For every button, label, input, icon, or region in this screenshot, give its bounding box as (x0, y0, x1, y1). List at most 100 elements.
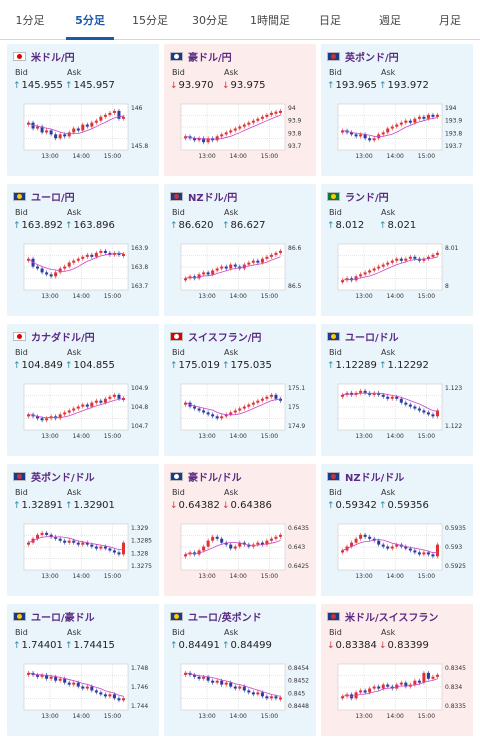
rate-card[interactable]: ユーロ/円 Bid Ask ↑163.892 ↑163.896 163.9 163.8 163… (7, 184, 159, 316)
ask-value: ↑193.972 (379, 80, 429, 91)
card-header: 英ポンド/円 (327, 49, 399, 64)
ask-value: ↑175.035 (222, 360, 272, 371)
x-tick-label: 15:00 (104, 713, 121, 720)
tab-4[interactable]: 1時間足 (250, 13, 290, 27)
candle (242, 406, 246, 409)
candle (121, 698, 125, 701)
y-tick-label: 0.8452 (288, 678, 309, 685)
rate-card[interactable]: スイスフラン/円 Bid Ask ↑175.019 ↑175.035 175.1 175 17… (164, 324, 316, 456)
candle (431, 254, 435, 257)
price-chart[interactable]: 104.9 104.8 104.7 13:00 14:00 15:00 (12, 378, 154, 451)
pair-name[interactable]: ユーロ/ドル (345, 332, 399, 344)
price-chart[interactable]: 1.748 1.746 1.744 13:00 14:00 15:00 (12, 658, 154, 731)
candle (81, 124, 85, 131)
price-chart[interactable]: 194 193.9 193.8 193.7 13:00 14:00 15:00 (326, 98, 468, 171)
candle (368, 392, 372, 395)
candle (431, 114, 435, 117)
y-tick-label: 8 (445, 283, 449, 290)
price-chart[interactable]: 0.5935 0.593 0.5925 13:00 14:00 15:00 (326, 518, 468, 591)
flag-icon (170, 331, 183, 341)
candle (206, 272, 210, 275)
rate-card[interactable]: ユーロ/豪ドル Bid Ask ↑1.74401 ↑1.74415 1.748 1.746 1… (7, 604, 159, 736)
candle (363, 134, 367, 139)
candle (103, 398, 107, 403)
pair-name[interactable]: 豪ドル/円 (188, 52, 232, 64)
pair-name[interactable]: 豪ドル/ドル (188, 472, 242, 484)
candle (197, 676, 201, 679)
candle (372, 392, 376, 395)
tab-7[interactable]: 月足 (439, 13, 461, 27)
price-chart[interactable]: 146 145.8 13:00 14:00 15:00 (12, 98, 154, 171)
tab-6[interactable]: 週足 (379, 13, 401, 27)
rate-card[interactable]: ランド/円 Bid Ask ↑8.012 ↑8.021 8.01 8 13:00 14:00 15… (321, 184, 473, 316)
candle (36, 534, 40, 539)
pair-name[interactable]: 英ポンド/ドル (31, 472, 95, 484)
candle (108, 548, 112, 551)
rate-card[interactable]: NZドル/ドル Bid Ask ↑0.59342 ↑0.59356 0.5935 0.593… (321, 464, 473, 596)
pair-name[interactable]: 米ドル/円 (31, 52, 75, 64)
arrow-up-icon: ↑ (13, 221, 21, 231)
ask-price: 86.627 (230, 220, 266, 231)
candle (103, 250, 107, 253)
bid-price: 145.955 (21, 80, 63, 91)
price-chart[interactable]: 94 93.9 93.8 93.7 13:00 14:00 15:00 (169, 98, 311, 171)
pair-name[interactable]: ランド/円 (345, 192, 389, 204)
candle (247, 404, 251, 407)
tab-0[interactable]: 1分足 (15, 13, 45, 27)
price-chart[interactable]: 0.8454 0.8452 0.845 0.8448 13:00 14:00 15:00 (169, 658, 311, 731)
price-chart[interactable]: 0.8345 0.834 0.8335 13:00 14:00 15:00 (326, 658, 468, 731)
rate-card[interactable]: NZドル/円 Bid Ask ↑86.620 ↑86.627 86.6 86.5 13:00 1… (164, 184, 316, 316)
pair-name[interactable]: 米ドル/スイスフラン (345, 612, 439, 624)
tab-2[interactable]: 15分足 (132, 13, 168, 27)
price-chart[interactable]: 175.1 175 174.9 13:00 14:00 15:00 (169, 378, 311, 451)
pair-name[interactable]: 英ポンド/円 (345, 52, 399, 64)
tab-1[interactable]: 5分足 (60, 0, 120, 40)
ask-label: Ask (381, 68, 396, 77)
bid-price: 1.74401 (21, 640, 63, 651)
candle (206, 540, 210, 547)
candle (90, 686, 94, 691)
candle (45, 532, 49, 535)
pair-name[interactable]: NZドル/円 (188, 192, 238, 204)
bid-value: ↑1.74401 (13, 640, 63, 651)
y-tick-label: 104.9 (131, 385, 148, 392)
tab-3[interactable]: 30分足 (192, 13, 228, 27)
pair-name[interactable]: ユーロ/円 (31, 192, 75, 204)
price-chart[interactable]: 1.329 1.3285 1.328 1.3275 13:00 14:00 15:00 (12, 518, 154, 591)
moving-average-line (185, 672, 281, 697)
rate-card[interactable]: カナダドル/円 Bid Ask ↑104.849 ↑104.855 104.9 104.8 1… (7, 324, 159, 456)
pair-name[interactable]: スイスフラン/円 (188, 332, 262, 344)
rate-card[interactable]: 英ポンド/ドル Bid Ask ↑1.32891 ↑1.32901 1.329 1.3285… (7, 464, 159, 596)
bid-price: 0.59342 (335, 500, 377, 511)
candle (45, 674, 49, 679)
rate-card[interactable]: 米ドル/スイスフラン Bid Ask ↓0.83384 ↓0.83399 0.8345 0.… (321, 604, 473, 736)
candle (413, 680, 417, 685)
rate-card[interactable]: ユーロ/ドル Bid Ask ↑1.12289 ↑1.12292 1.123 1.122 13… (321, 324, 473, 456)
pair-name[interactable]: ユーロ/英ポンド (188, 612, 262, 624)
rate-card[interactable]: 米ドル/円 Bid Ask ↑145.955 ↑145.957 146 145.8 13:00… (7, 44, 159, 176)
rate-card[interactable]: ユーロ/英ポンド Bid Ask ↑0.84491 ↑0.84499 0.8454 0.84… (164, 604, 316, 736)
price-chart[interactable]: 86.6 86.5 13:00 14:00 15:00 (169, 238, 311, 311)
candle (417, 408, 421, 411)
price-chart[interactable]: 1.123 1.122 13:00 14:00 15:00 (326, 378, 468, 451)
ask-label: Ask (224, 348, 239, 357)
pair-name[interactable]: NZドル/ドル (345, 472, 405, 484)
candle (193, 406, 197, 409)
candle (354, 538, 358, 543)
candle (58, 538, 62, 541)
x-tick-label: 15:00 (261, 573, 278, 580)
rate-card[interactable]: 豪ドル/ドル Bid Ask ↓0.64382 ↓0.64386 0.6435 0.643 0… (164, 464, 316, 596)
tab-5[interactable]: 日足 (319, 13, 341, 27)
rate-card[interactable]: 英ポンド/円 Bid Ask ↑193.965 ↑193.972 194 193.9 193.… (321, 44, 473, 176)
candle (413, 256, 417, 259)
candle (90, 544, 94, 547)
price-chart[interactable]: 0.6435 0.643 0.6425 13:00 14:00 15:00 (169, 518, 311, 591)
pair-name[interactable]: ユーロ/豪ドル (31, 612, 95, 624)
pair-name[interactable]: カナダドル/円 (31, 332, 95, 344)
price-chart[interactable]: 8.01 8 13:00 14:00 15:00 (326, 238, 468, 311)
candle (399, 122, 403, 125)
ask-price: 0.59356 (387, 500, 429, 511)
price-chart[interactable]: 163.9 163.8 163.7 13:00 14:00 15:00 (12, 238, 154, 311)
y-tick-label: 145.8 (131, 143, 148, 150)
rate-card[interactable]: 豪ドル/円 Bid Ask ↓93.970 ↓93.975 94 93.9 93.8 93.7 1… (164, 44, 316, 176)
